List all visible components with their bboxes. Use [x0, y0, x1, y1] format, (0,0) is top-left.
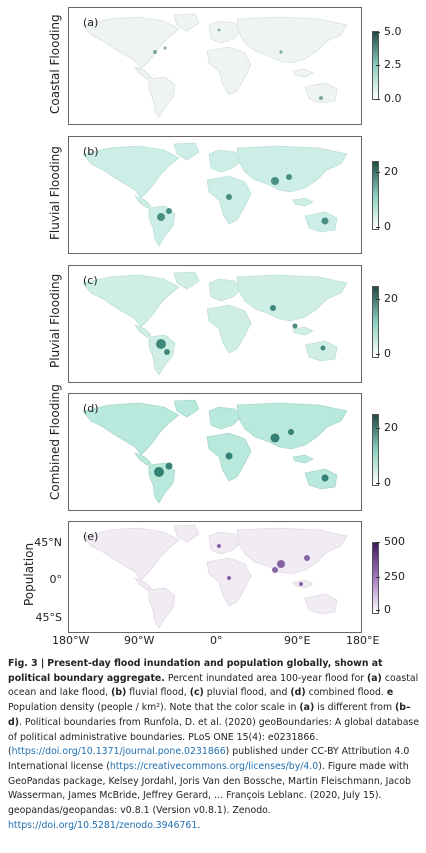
colorbar-e-tick-mid: 250: [376, 570, 405, 583]
panel-letter-e: (e): [83, 530, 99, 543]
colorbar-c: [372, 286, 379, 358]
panel-letter-a: (a): [83, 16, 99, 29]
colorbar-b: [372, 161, 379, 230]
lat-tick-45s: 45°S: [35, 611, 62, 624]
caption-text-2: coastal ocean and lake flood,: [8, 672, 419, 699]
colorbar-d-tick-min: 0: [376, 476, 391, 489]
ylabel-d: Combined Flooding: [48, 384, 62, 500]
panel-letter-d: (d): [83, 402, 99, 415]
caption-b: (b): [111, 687, 127, 699]
lon-tick-180e: 180°E: [346, 634, 380, 647]
caption-fig-label: Fig. 3 |: [8, 658, 45, 669]
caption-text-1: Percent inundated area 100-year flood fo…: [167, 672, 367, 684]
colorbar-a-tick-min: 0.0: [376, 92, 402, 105]
caption-text-4: pluvial flood, and: [203, 687, 291, 699]
colorbar-c-tick-min: 0: [376, 347, 391, 360]
lon-tick-0: 0°: [210, 634, 223, 647]
panel-b-map: (b): [68, 136, 362, 254]
panel-letter-b: (b): [83, 145, 99, 158]
caption-text-9: ) published under CC-BY Attribution 4.0 …: [8, 746, 410, 772]
lon-tick-90w: 90°W: [124, 634, 155, 647]
lon-tick-90e: 90°E: [284, 634, 311, 647]
caption-bd: (b–d): [8, 702, 411, 728]
panel-a-map: (a): [68, 7, 362, 125]
caption-a2: (a): [299, 702, 315, 714]
caption-text-7: is different from: [314, 702, 396, 714]
panel-letter-c: (c): [83, 274, 98, 287]
panel-e-map: (e): [68, 521, 362, 633]
colorbar-d-tick-max: 20: [376, 421, 398, 434]
caption-text-11: .: [197, 819, 201, 831]
caption-text-8: . Political boundaries from Runfola, D. …: [8, 716, 420, 758]
caption-d: (d): [290, 687, 306, 699]
colorbar-e: [372, 542, 379, 614]
colorbar-b-tick-min: 0: [376, 220, 391, 233]
figure-caption: Fig. 3 | Present-day flood inundation an…: [8, 657, 420, 833]
caption-c: (c): [189, 687, 204, 699]
caption-text-6: Population density (people / km²). Note …: [8, 702, 300, 714]
ylabel-b: Fluvial Flooding: [48, 146, 62, 240]
caption-a: (a): [366, 672, 382, 684]
lat-tick-45n: 45°N: [34, 536, 62, 549]
colorbar-e-tick-max: 500: [376, 535, 405, 548]
caption-text-5: combined flood.: [305, 687, 387, 699]
caption-text-10: ). Figure made with GeoPandas package, K…: [8, 760, 411, 817]
caption-link-zenodo[interactable]: https://doi.org/10.5281/zenodo.3946761: [8, 819, 198, 831]
ylabel-a: Coastal Flooding: [48, 14, 62, 114]
colorbar-a-tick-mid: 2.5: [376, 58, 402, 71]
panel-c-map: (c): [68, 265, 362, 383]
colorbar-b-tick-max: 20: [376, 165, 398, 178]
caption-title: Present-day flood inundation and populat…: [8, 658, 383, 684]
caption-e: e: [386, 687, 394, 699]
colorbar-e-tick-min: 0: [376, 603, 391, 616]
caption-link-plos[interactable]: https://doi.org/10.1371/journal.pone.023…: [11, 746, 226, 758]
caption-text-3: fluvial flood,: [126, 687, 190, 699]
ylabel-c: Pluvial Flooding: [48, 273, 62, 368]
lat-tick-0: 0°: [49, 573, 63, 586]
colorbar-a-tick-max: 5.0: [376, 25, 402, 38]
caption-link-cc[interactable]: https://creativecommons.org/licenses/by/…: [109, 760, 319, 772]
colorbar-d: [372, 414, 379, 486]
panel-d-map: (d): [68, 393, 362, 511]
lon-tick-180w: 180°W: [52, 634, 90, 647]
colorbar-c-tick-max: 20: [376, 292, 398, 305]
